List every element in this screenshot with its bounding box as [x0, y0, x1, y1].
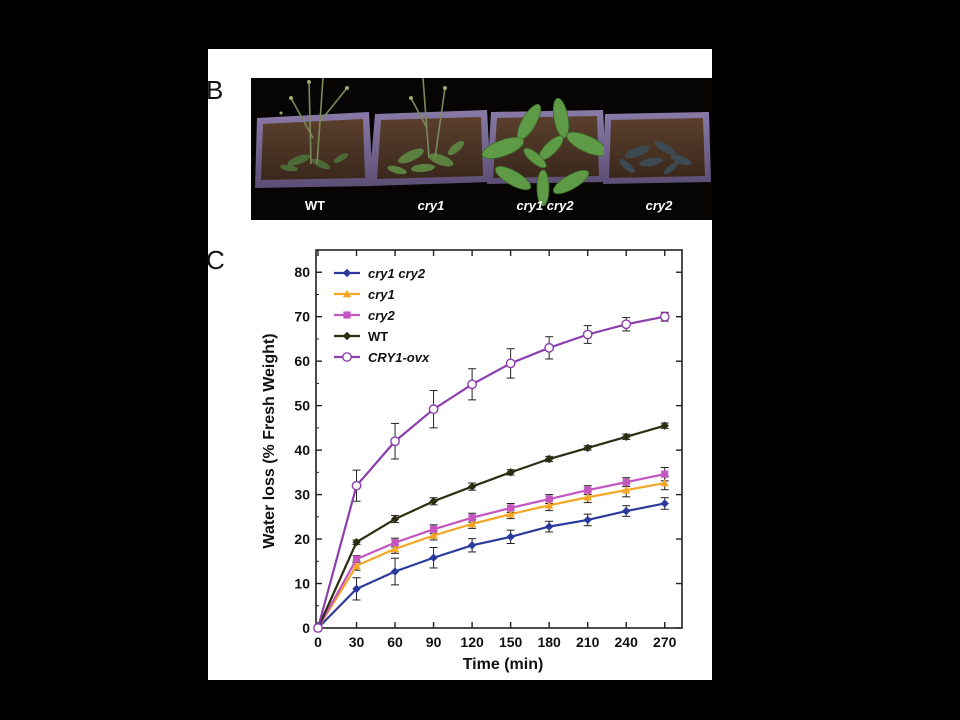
data-point-cry1-ovx	[390, 436, 400, 447]
x-tick-label: 90	[426, 634, 442, 650]
data-point-cry2	[622, 478, 630, 486]
x-tick-label: 270	[653, 634, 677, 650]
x-tick-label: 180	[537, 634, 561, 650]
series-line-cry2	[317, 473, 665, 629]
panel-b-label: B	[206, 75, 224, 105]
photo-label-wt: WT	[305, 198, 325, 213]
legend-marker-cry1-cry2	[342, 268, 352, 278]
pot-cry1	[369, 78, 491, 186]
data-point-cry1	[544, 501, 554, 509]
y-tick-label: 10	[294, 576, 310, 592]
photo-label-cry1: cry1	[418, 198, 445, 213]
y-tick-label: 20	[294, 531, 310, 547]
data-point-cry1-ovx	[544, 342, 555, 353]
data-point-cry2	[468, 514, 476, 522]
x-tick-label: 150	[499, 634, 523, 650]
x-tick-label: 210	[576, 634, 600, 650]
legend-marker-wt	[342, 331, 352, 341]
data-point-cry1	[352, 561, 361, 570]
legend-marker-cry2	[343, 311, 351, 319]
plant-photo: WT cry1 cry1 cry2 cry2	[251, 78, 712, 220]
data-point-cry1-cry2	[622, 506, 631, 516]
data-point-cry1-ovx	[621, 319, 632, 330]
data-point-cry1-ovx	[428, 404, 439, 415]
data-point-cry1	[583, 493, 592, 501]
y-tick-label: 40	[294, 442, 310, 458]
data-point-wt	[660, 421, 669, 430]
panel-c-label: C	[206, 245, 225, 275]
x-axis-label: Time (min)	[463, 656, 544, 673]
data-point-cry1-cry2	[429, 553, 438, 562]
data-point-cry1	[467, 519, 477, 528]
data-point-wt	[429, 497, 438, 506]
data-point-wt	[583, 443, 592, 453]
x-tick-label: 0	[314, 634, 322, 650]
plot-frame	[315, 249, 683, 629]
legend-label-wt: WT	[368, 329, 388, 344]
data-point-cry2	[507, 504, 515, 512]
y-tick-label: 30	[294, 487, 310, 503]
data-point-cry1-ovx	[351, 480, 362, 491]
axis-labels: Time (min) Water loss (% Fresh Weight)	[261, 333, 543, 673]
series-line-wt	[316, 424, 666, 629]
x-tick-label: 60	[387, 634, 403, 650]
plant-photo-image: WT cry1 cry1 cry2 cry2	[251, 78, 712, 220]
series-line-cry1-cry2	[317, 502, 665, 629]
data-point-cry1	[660, 478, 669, 487]
data-point-cry1-ovx	[582, 329, 593, 340]
chart-axes: 0 10 20 30 40 50 60 70 80 0 30 60 90 120 150 180 210 240 2…	[294, 249, 683, 650]
data-point-cry2	[545, 495, 553, 503]
data-point-cry1-cry2	[467, 541, 477, 550]
data-point-cry1-cry2	[583, 515, 592, 525]
data-point-cry1-cry2	[390, 567, 400, 576]
data-point-cry2	[661, 470, 669, 478]
data-point-cry1-cry2	[544, 522, 554, 531]
data-point-wt	[506, 468, 515, 477]
data-point-wt	[352, 537, 361, 547]
y-tick-label: 60	[294, 353, 310, 369]
y-tick-label: 0	[302, 620, 310, 636]
figure-panel: B	[206, 49, 712, 680]
legend-label-cry1: cry1	[368, 287, 395, 302]
y-axis-label: Water loss (% Fresh Weight)	[261, 333, 278, 548]
legend: cry1 cry2 cry1 cry2 WT CRY1-ovx	[334, 266, 430, 365]
legend-marker-cry1-ovx	[342, 352, 352, 362]
data-point-cry1	[506, 509, 515, 518]
pot-cry2	[603, 112, 711, 184]
pot-cry1-cry2	[481, 97, 608, 207]
x-tick-label: 240	[615, 634, 639, 650]
data-point-cry1	[390, 544, 400, 553]
data-point-cry1-ovx	[313, 623, 323, 633]
legend-label-cry1-cry2: cry1 cry2	[368, 266, 426, 281]
data-point-cry2	[584, 486, 592, 494]
data-point-cry1-cry2	[352, 584, 361, 594]
data-point-cry2	[429, 525, 438, 533]
data-point-cry1	[622, 485, 631, 494]
y-tick-label: 70	[294, 309, 310, 325]
data-point-cry2	[352, 555, 361, 563]
data-point-cry1-ovx	[659, 311, 670, 322]
data-point-cry1-ovx	[467, 379, 478, 390]
pot-wt	[255, 78, 373, 188]
legend-label-cry2: cry2	[368, 308, 396, 323]
x-tick-label: 120	[460, 634, 484, 650]
series-lines	[316, 315, 666, 629]
water-loss-chart: 0 10 20 30 40 50 60 70 80 0 30 60 90 120 150 180 210 240 2…	[261, 249, 683, 673]
data-point-cry2	[391, 539, 399, 547]
data-point-cry1-cry2	[660, 499, 669, 508]
photo-label-cry1-cry2: cry1 cry2	[516, 198, 574, 213]
series-line-cry1	[317, 481, 665, 629]
series-line-cry1-ovx	[316, 315, 665, 629]
photo-label-cry2: cry2	[646, 198, 674, 213]
data-point-cry1-ovx	[505, 358, 516, 369]
data-point-cry1	[429, 531, 438, 539]
data-point-cry1-cry2	[506, 532, 515, 542]
y-tick-label: 80	[294, 264, 310, 280]
data-point-wt	[467, 482, 477, 491]
x-tick-label: 30	[349, 634, 365, 650]
legend-marker-cry1	[342, 289, 352, 298]
legend-label-cry1-ovx: CRY1-ovx	[368, 350, 430, 365]
y-tick-label: 50	[294, 398, 310, 414]
